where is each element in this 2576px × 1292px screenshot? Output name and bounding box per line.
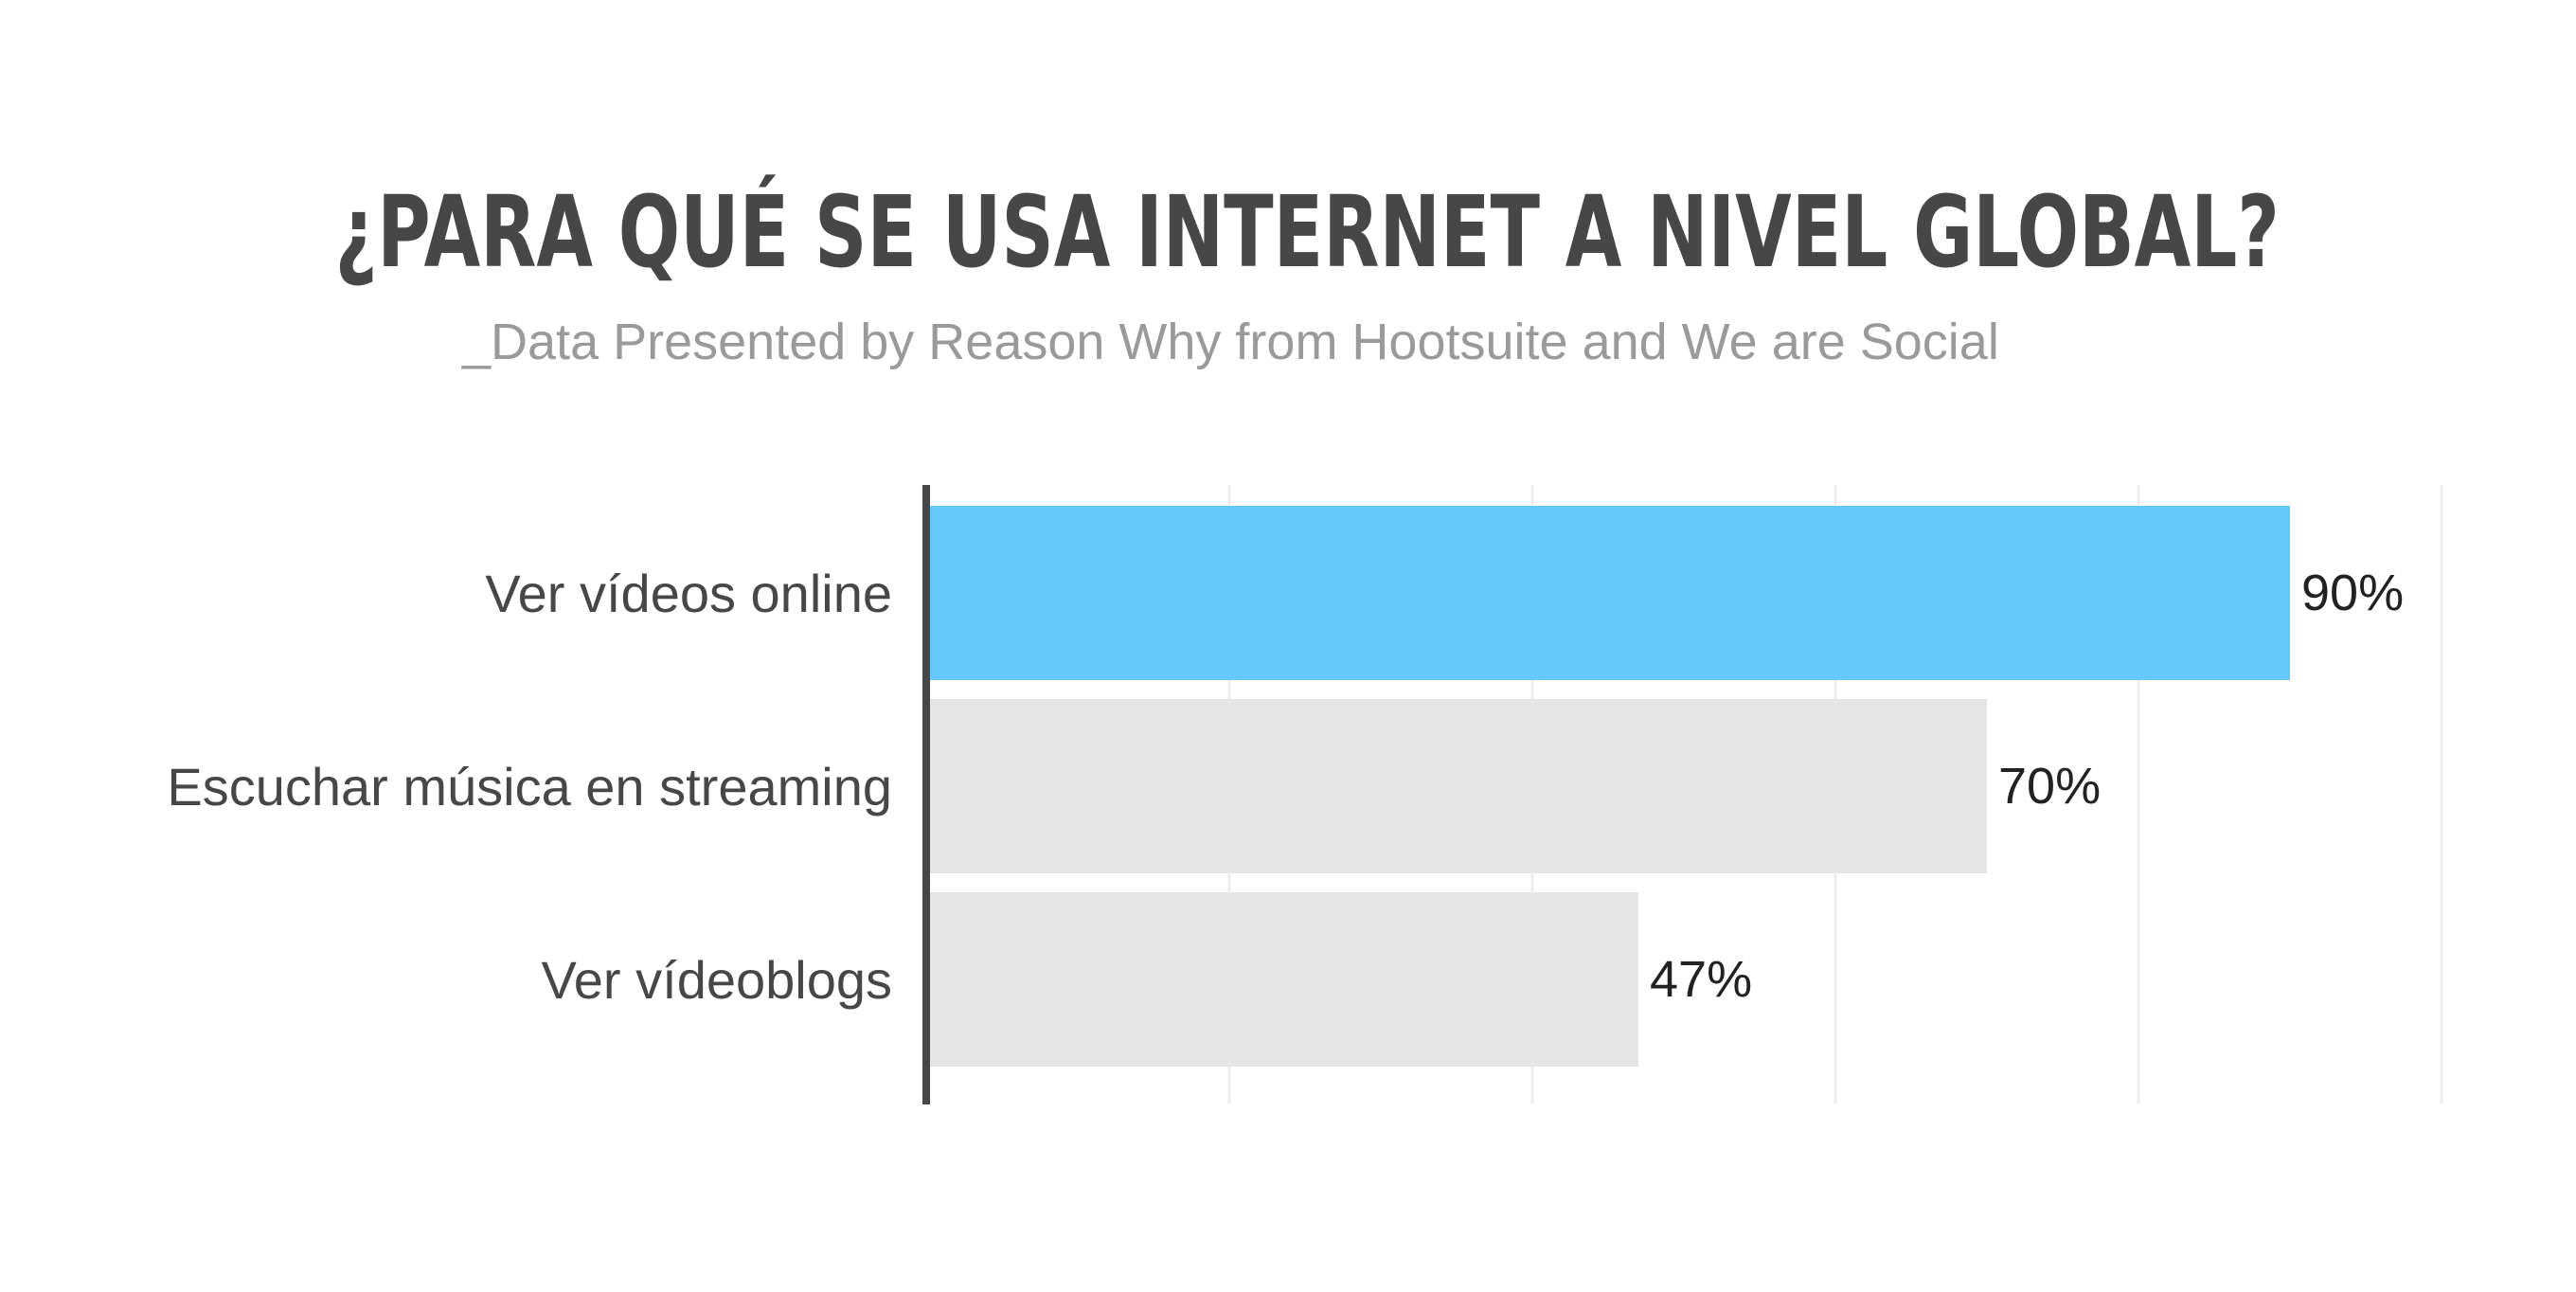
category-label: Ver vídeoblogs [542,950,892,1010]
bar [926,699,1987,873]
data-label: 90% [2301,565,2404,621]
category-label: Ver vídeos online [485,564,892,623]
bar [926,506,2290,680]
bar [926,892,1638,1067]
category-label: Escuchar música en streaming [167,757,892,816]
chart-subtitle: _Data Presented by Reason Why from Hoots… [462,314,1999,370]
data-label: 70% [1998,758,2101,815]
labels: Ver vídeos online 90% Escuchar música en s… [167,564,2404,1010]
data-label: 47% [1650,951,1752,1008]
chart-title: ¿PARA QUÉ SE USA INTERNET A NIVEL GLOBAL… [334,174,2280,290]
bars [926,506,2290,1067]
